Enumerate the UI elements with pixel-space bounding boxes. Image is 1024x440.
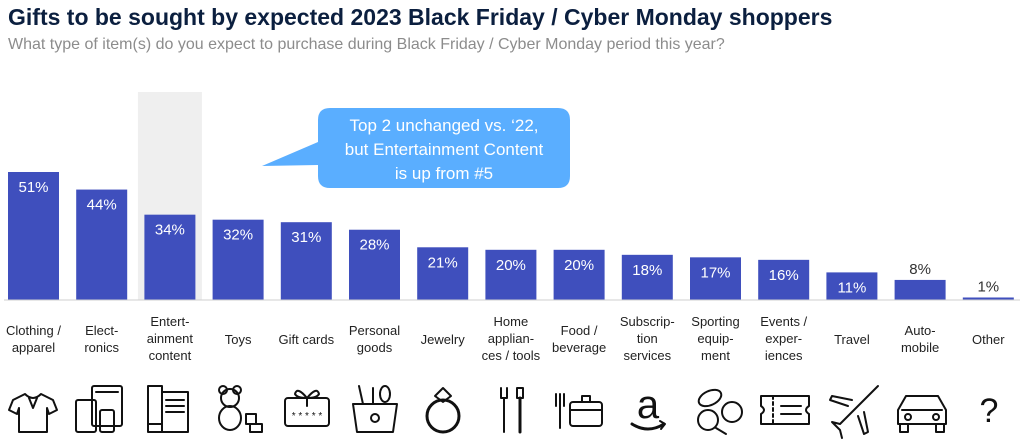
amazon-icon: a xyxy=(630,383,666,431)
bar xyxy=(553,249,605,300)
question-icon: ? xyxy=(980,392,999,430)
bar-value-label: 17% xyxy=(700,264,730,281)
bar xyxy=(485,249,537,300)
books-icon xyxy=(147,385,189,433)
category-label: Food / xyxy=(561,323,598,338)
bar xyxy=(758,259,810,300)
category-label: apparel xyxy=(12,340,55,355)
category-label: services xyxy=(623,348,671,363)
category-label: beverage xyxy=(552,340,606,355)
bar xyxy=(826,272,878,300)
cosmetics-bag-icon xyxy=(352,385,398,433)
category-label: iences xyxy=(765,348,803,363)
bar-value-label: 31% xyxy=(291,229,321,246)
category-label: goods xyxy=(357,340,393,355)
category-label: exper- xyxy=(765,331,802,346)
ticket-icon xyxy=(760,395,810,425)
bar xyxy=(212,219,264,300)
bar xyxy=(8,172,59,300)
category-label: Jewelry xyxy=(421,332,466,347)
category-label: Elect- xyxy=(85,323,118,338)
bar xyxy=(417,247,469,300)
category-label: tion xyxy=(637,331,658,346)
category-label: ronics xyxy=(84,340,119,355)
devices-icon xyxy=(75,385,123,433)
bar xyxy=(144,214,196,300)
category-label: Toys xyxy=(225,332,252,347)
teddy-bear-icon xyxy=(218,385,263,433)
category-label: Personal xyxy=(349,323,400,338)
shirt-icon xyxy=(8,393,58,433)
category-label: equip- xyxy=(697,331,733,346)
category-label: Gift cards xyxy=(278,332,334,347)
tools-icon xyxy=(500,387,524,434)
category-label: Home xyxy=(494,314,529,329)
airplane-icon xyxy=(829,385,879,439)
category-label: Subscrip- xyxy=(620,314,675,329)
bar-value-label: 18% xyxy=(632,262,662,279)
callout-bubble: Top 2 unchanged vs. ‘22, but Entertainme… xyxy=(262,108,570,188)
chart-subtitle: What type of item(s) do you expect to pu… xyxy=(8,36,725,53)
bar-value-label: 28% xyxy=(359,237,389,254)
labels-layer: 51% Clothing / apparel 44% Elect-ronics 34% En… xyxy=(6,179,1005,363)
category-label: Entert- xyxy=(150,314,189,329)
bar-value-label: 21% xyxy=(428,254,458,271)
sports-balls-icon xyxy=(697,388,743,435)
gift-card-icon: * * * * * xyxy=(284,389,330,427)
bar-value-label: 34% xyxy=(155,222,185,239)
amazon-letter: a xyxy=(637,383,660,427)
category-label: mobile xyxy=(901,340,939,355)
bar-value-label: 51% xyxy=(18,179,48,196)
category-label: Auto- xyxy=(905,323,936,338)
bar-value-label: 8% xyxy=(909,261,931,278)
category-label: Sporting xyxy=(691,314,739,329)
bar-value-label: 20% xyxy=(496,257,526,274)
category-label: Clothing / xyxy=(6,323,61,338)
gift-card-stars: * * * * * xyxy=(292,411,323,422)
bar-value-label: 32% xyxy=(223,227,253,244)
bar xyxy=(280,222,332,300)
bar xyxy=(894,279,946,300)
category-label: Events / xyxy=(760,314,807,329)
car-icon xyxy=(897,395,947,433)
bar-value-label: 44% xyxy=(87,197,117,214)
question-mark: ? xyxy=(980,392,999,430)
bar-value-label: 11% xyxy=(837,279,866,296)
bar xyxy=(621,254,673,300)
callout-line-1: Top 2 unchanged vs. ‘22, xyxy=(349,116,538,135)
category-label: ment xyxy=(701,348,730,363)
bar-value-label: 1% xyxy=(977,278,999,295)
bar xyxy=(962,297,1014,300)
category-label: Other xyxy=(972,332,1005,347)
bar xyxy=(690,257,741,300)
bar xyxy=(349,229,400,300)
category-label: ainment xyxy=(147,331,194,346)
bar-value-label: 20% xyxy=(564,257,594,274)
bar xyxy=(76,189,128,300)
category-label: Travel xyxy=(834,332,870,347)
category-label: content xyxy=(149,348,192,363)
food-container-icon xyxy=(555,393,603,429)
bar-value-label: 16% xyxy=(769,267,799,284)
callout-line-3: is up from #5 xyxy=(395,164,493,183)
bars-layer xyxy=(8,172,1014,300)
category-label: applian- xyxy=(488,331,534,346)
chart-title: Gifts to be sought by expected 2023 Blac… xyxy=(8,4,833,30)
ring-icon xyxy=(425,387,461,434)
category-label: ces / tools xyxy=(482,348,541,363)
callout-line-2: but Entertainment Content xyxy=(345,140,544,159)
